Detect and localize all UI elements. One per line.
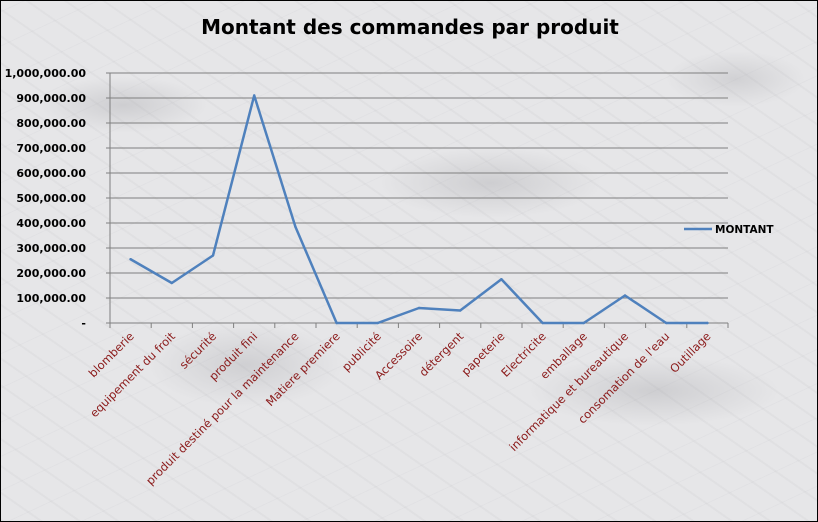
y-tick-label: 600,000.00 [16, 167, 86, 180]
series-line-montant [129, 94, 709, 325]
y-axis: - 100,000.00 200,000.00 300,000.00 400,000.0… [5, 67, 111, 330]
data-point [665, 321, 668, 325]
x-tick-label: produit destiné pour la maintenance [143, 329, 301, 487]
y-tick-label: 300,000.00 [16, 242, 86, 255]
data-point [170, 281, 173, 285]
data-point [294, 225, 297, 228]
data-point [541, 321, 544, 325]
y-tick-label: 100,000.00 [16, 292, 86, 305]
data-point [253, 94, 256, 97]
data-point [211, 254, 215, 257]
y-tick-label: 400,000.00 [16, 217, 86, 230]
data-point [459, 309, 462, 312]
x-tick-label: sécurité [177, 329, 220, 372]
y-tick-label: - [81, 317, 86, 330]
y-tick-label: 200,000.00 [16, 267, 86, 280]
chart-title: Montant des commandes par produit [201, 15, 619, 39]
y-tick-label: 900,000.00 [16, 92, 86, 105]
data-point [417, 306, 421, 310]
data-point [706, 321, 709, 325]
data-point [335, 321, 338, 325]
series-layer [129, 94, 709, 325]
x-tick-label: Outillage [667, 329, 714, 376]
data-point [623, 294, 627, 297]
y-tick-label: 800,000.00 [16, 117, 86, 130]
x-tick-label: Matiere premiere [263, 329, 343, 409]
data-point [129, 258, 132, 261]
y-tick-label: 1,000,000.00 [5, 67, 87, 80]
y-tick-label: 500,000.00 [16, 192, 86, 205]
data-point [582, 321, 585, 325]
data-point [500, 278, 503, 281]
legend-label-montant: MONTANT [715, 224, 774, 236]
data-point [376, 321, 379, 325]
legend: MONTANT [684, 224, 774, 236]
gridlines [110, 72, 728, 299]
x-tick-label: détergent [416, 329, 466, 379]
y-tick-label: 700,000.00 [16, 142, 86, 155]
